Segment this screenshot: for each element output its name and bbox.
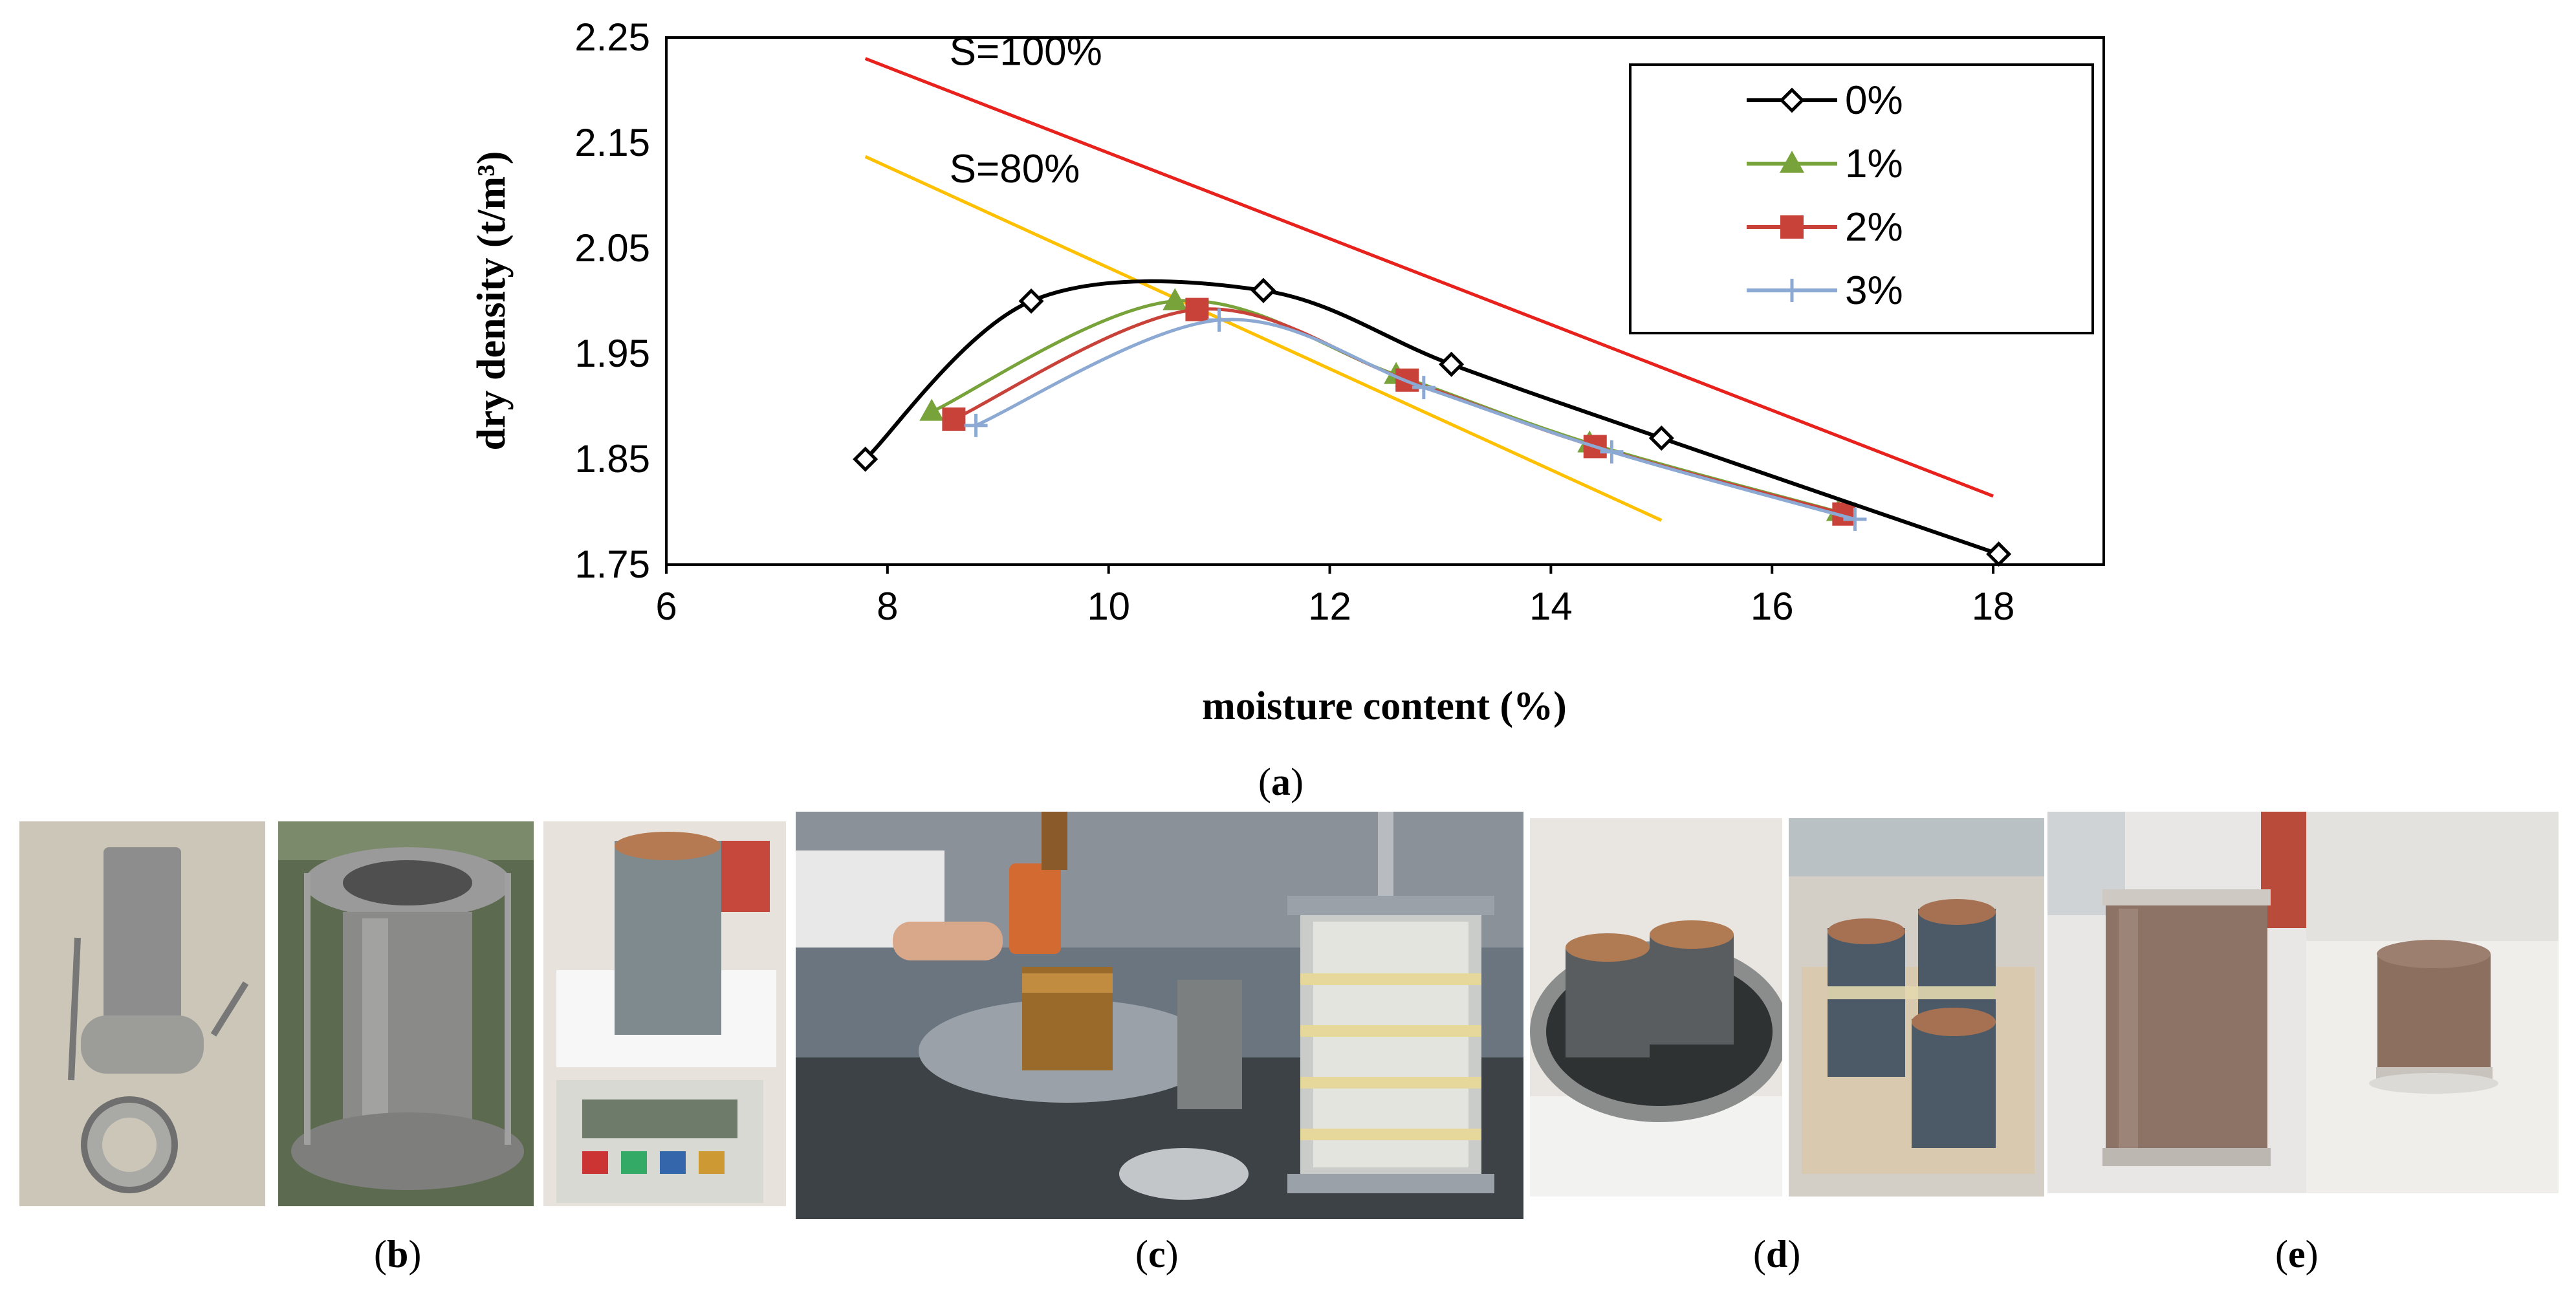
data-point [1648,425,1674,451]
legend-box [1629,63,2094,334]
legend-marker [1780,151,1804,173]
y-axis-title: dry density (t/m³) [470,151,514,451]
series-0pct [853,277,2012,567]
photo-e1-large-specimen [2047,812,2306,1193]
data-point [919,398,944,421]
data-point [853,446,879,472]
photo-d2-specimens-wrapped [1789,818,2044,1197]
photo-d1-specimens-in-tray [1530,818,1782,1197]
caption-c: (c) [1135,1233,1179,1275]
legend-item: 1% [1747,142,1903,186]
photo-c-triaxial-cell [796,812,1523,1219]
x-tick-label: 6 [655,585,677,628]
reference-line-label: S=100% [950,30,1102,74]
legend: 0% 1% 2% 3% [1629,63,2094,334]
legend-item: 0% [1747,78,1903,123]
legend-label: 0% [1845,78,1903,123]
data-point [1207,308,1231,332]
data-point [1600,440,1624,464]
series-3pct [964,308,1867,531]
data-point [1843,507,1867,531]
x-tick-label: 18 [1972,585,2015,628]
photo-b3-specimen-on-scale [543,821,786,1206]
caption-b: (b) [374,1233,422,1275]
y-tick-label: 1.95 [574,332,650,375]
x-axis-title: moisture content (%) [1202,684,1567,728]
legend-marker [1780,215,1804,239]
plot-frame [665,36,2105,566]
series-line [864,279,2000,556]
reference-line-s100 [864,57,1994,498]
data-point [942,407,966,431]
data-point [1250,277,1276,303]
photo-e2-small-specimen [2306,812,2559,1193]
caption-a: (a) [1258,761,1304,803]
legend-marker [1780,279,1804,302]
data-point [1439,351,1465,377]
data-point [1162,288,1188,310]
x-tick-label: 14 [1529,585,1573,628]
x-tick-label: 10 [1087,585,1130,628]
caption-e: (e) [2275,1233,2319,1275]
x-tick-label: 8 [877,585,898,628]
legend-label: 1% [1845,142,1903,186]
legend-item: 3% [1747,268,1903,313]
x-tick-label: 12 [1308,585,1351,628]
caption-d: (d) [1753,1233,1801,1275]
data-point [1018,288,1044,314]
reference-line-label: S=80% [950,147,1080,191]
data-point [1412,376,1435,400]
y-tick-label: 2.25 [574,16,650,59]
data-point [1986,541,2012,567]
y-tick-label: 1.75 [574,543,650,586]
legend-marker [1779,87,1805,113]
y-tick-label: 2.15 [574,121,650,164]
legend-label: 2% [1845,205,1903,250]
y-tick-label: 1.85 [574,437,650,481]
reference-line-s80 [864,155,1663,522]
data-point [1185,298,1209,321]
photo-b2-mold-assembled [278,821,534,1206]
y-tick-label: 2.05 [574,226,650,270]
photo-b1-mold-disassembled [19,821,265,1206]
legend-item: 2% [1747,205,1903,250]
legend-label: 3% [1845,268,1903,313]
x-tick-label: 16 [1751,585,1794,628]
data-point [964,413,988,437]
